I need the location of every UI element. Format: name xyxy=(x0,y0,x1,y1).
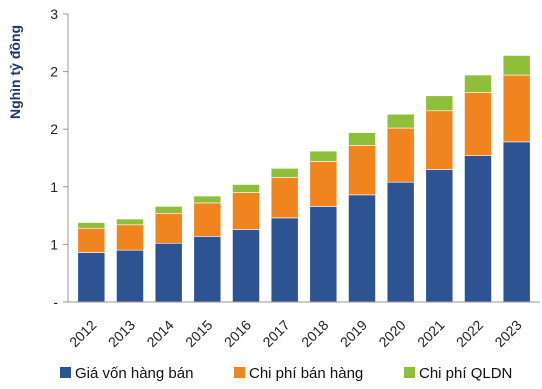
bar-segment-1-2021 xyxy=(425,110,454,170)
bar-segment-0-2012 xyxy=(77,252,106,303)
legend-label: Chi phí QLDN xyxy=(419,365,512,382)
bar-segment-0-2013 xyxy=(116,249,144,303)
bar-segment-1-2012 xyxy=(77,227,106,253)
bar-segment-1-2023 xyxy=(502,74,531,143)
y-tick-label: 2 xyxy=(50,121,58,137)
bar-segment-1-2019 xyxy=(348,145,376,196)
x-tick-label: 2012 xyxy=(66,317,99,350)
bar-segment-0-2020 xyxy=(386,181,415,303)
bar-segment-0-2023 xyxy=(502,141,531,303)
x-tick-label: 2014 xyxy=(143,317,176,350)
y-tick-label: - xyxy=(53,294,58,310)
bar-segment-2-2019 xyxy=(348,132,376,146)
x-tick-label: 2021 xyxy=(414,317,447,350)
legend-label: Giá vốn hàng bán xyxy=(75,365,193,382)
y-axis: - 1 1 2 2 3 xyxy=(50,6,69,310)
y-tick-label: 2 xyxy=(50,64,58,80)
bar-segment-1-2017 xyxy=(270,177,299,219)
bar-segment-2-2014 xyxy=(154,206,183,214)
bar-segment-2-2015 xyxy=(193,195,222,204)
bar-segment-2-2020 xyxy=(386,113,415,129)
bar-segment-2-2017 xyxy=(270,168,299,178)
legend: Giá vốn hàng bán Chi phí bán hàng Chi phí … xyxy=(60,365,512,382)
x-axis: 2012 2013 2014 2015 2016 2017 2018 2019 2020 2021… xyxy=(66,301,540,350)
bar-segment-2-2018 xyxy=(309,150,338,162)
bar-segment-1-2016 xyxy=(232,192,260,230)
bar-segment-1-2018 xyxy=(309,161,338,207)
legend-swatch xyxy=(234,367,245,378)
bar-segment-2-2023 xyxy=(502,55,531,76)
legend-swatch xyxy=(404,367,415,378)
x-tick-label: 2018 xyxy=(298,317,331,350)
bar-segment-0-2022 xyxy=(464,155,492,303)
x-tick-label: 2017 xyxy=(259,317,292,350)
bar-segment-0-2019 xyxy=(348,194,376,303)
bar-segment-0-2016 xyxy=(232,229,260,303)
bar-segment-1-2020 xyxy=(386,127,415,183)
bar-segment-1-2015 xyxy=(193,202,222,237)
x-tick-label: 2015 xyxy=(182,317,215,350)
bar-segment-0-2018 xyxy=(309,206,338,303)
x-tick-label: 2016 xyxy=(221,317,254,350)
bar-segment-2-2016 xyxy=(232,184,260,193)
bar-segment-0-2015 xyxy=(193,236,222,303)
y-tick-label: 1 xyxy=(50,179,58,195)
bar-segment-2-2022 xyxy=(464,74,492,93)
x-tick-label: 2019 xyxy=(337,317,370,350)
bar-segment-1-2022 xyxy=(464,92,492,156)
bar-segment-2-2013 xyxy=(116,218,144,226)
bar-segment-2-2012 xyxy=(77,222,106,229)
y-axis-label: Nghìn tỷ đồng xyxy=(7,25,23,119)
legend-swatch xyxy=(60,367,71,378)
bar-segment-1-2013 xyxy=(116,224,144,251)
x-tick-label: 2020 xyxy=(375,317,408,350)
y-tick-label: 1 xyxy=(50,236,58,252)
x-tick-label: 2013 xyxy=(105,317,138,350)
bar-segment-0-2021 xyxy=(425,169,454,303)
bar-segment-2-2021 xyxy=(425,95,454,112)
legend-label: Chi phí bán hàng xyxy=(249,365,363,382)
bar-segment-1-2014 xyxy=(154,212,183,244)
x-tick-label: 2022 xyxy=(453,317,486,350)
bars xyxy=(77,55,531,303)
bar-segment-0-2017 xyxy=(270,217,299,303)
y-tick-label: 3 xyxy=(50,6,58,22)
bar-segment-0-2014 xyxy=(154,242,183,303)
x-tick-label: 2023 xyxy=(491,317,524,350)
